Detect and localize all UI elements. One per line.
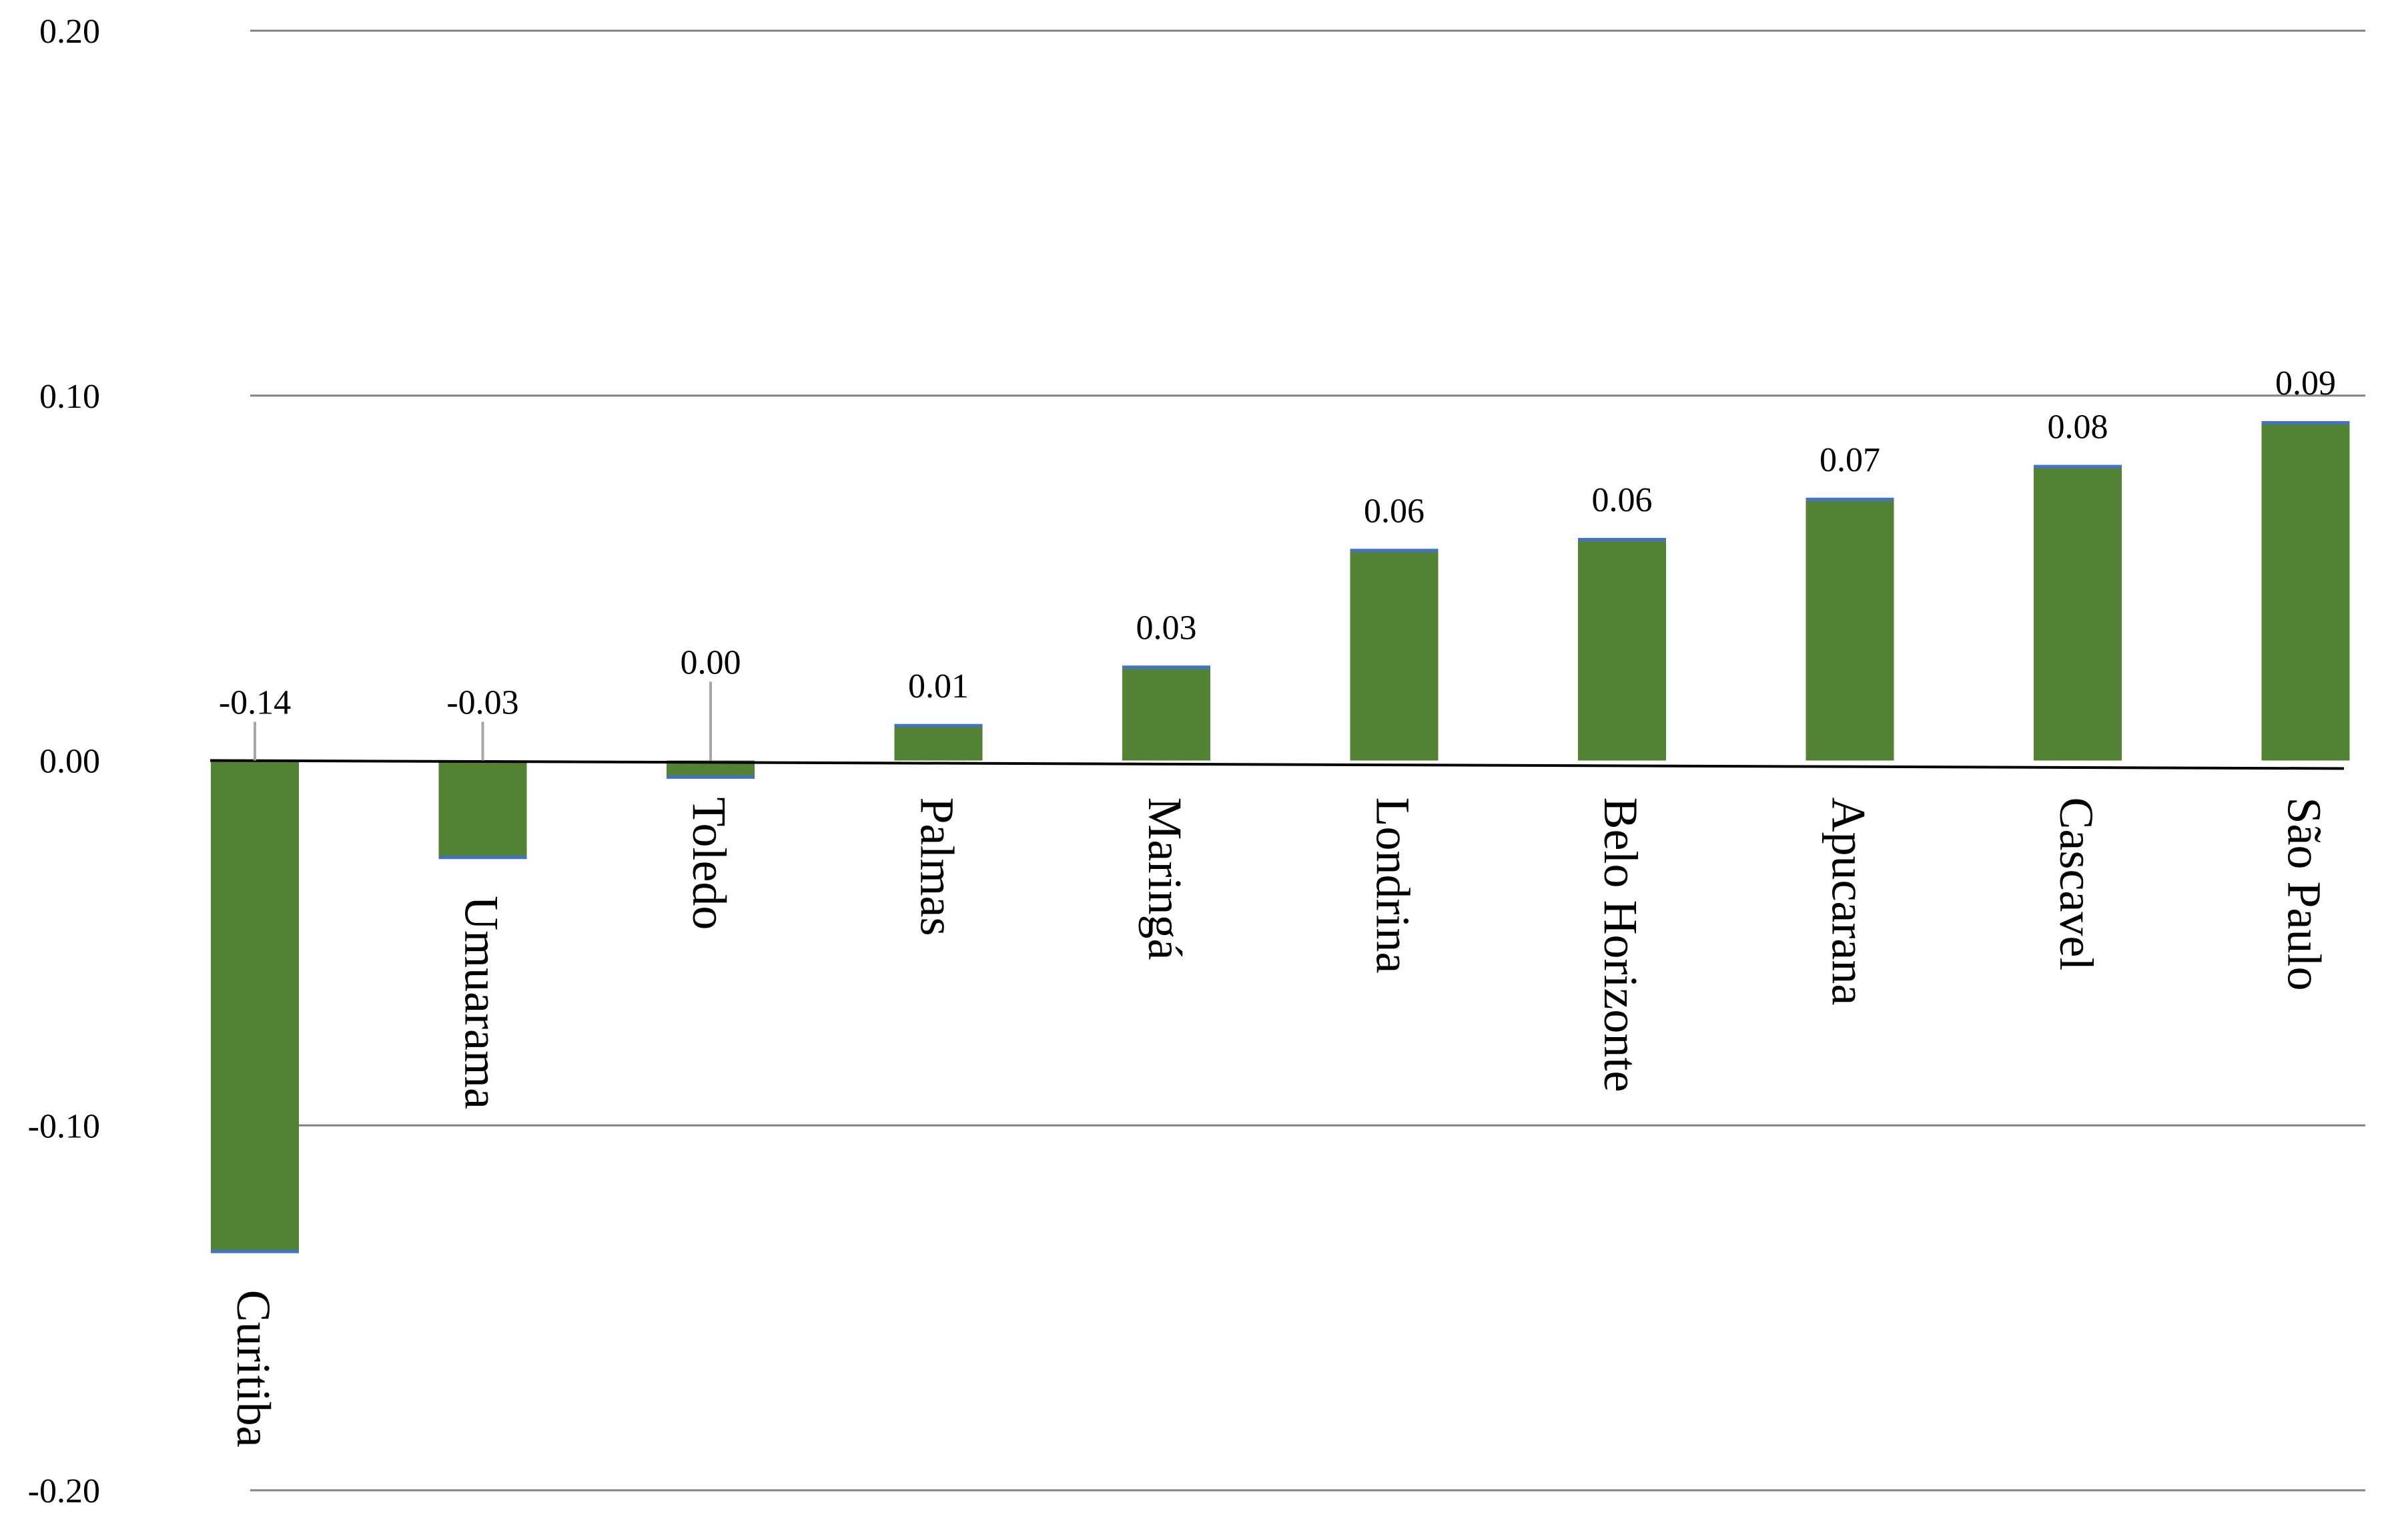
category-label: Palmas	[911, 798, 964, 936]
category-label: Cascavel	[2050, 798, 2103, 971]
bar-edge	[2261, 421, 2350, 425]
data-labels: -0.14 -0.03 0.00 0.01 0.03 0.06 0.06 0.07 0.08 0.…	[219, 364, 2336, 721]
bar-edge	[1578, 537, 1666, 541]
bar	[438, 760, 527, 860]
bar	[1350, 549, 1439, 761]
category-label: Maringá	[1138, 798, 1192, 960]
category-label: Belo Horizonte	[1594, 798, 1647, 1093]
bar	[2261, 421, 2350, 761]
data-label: 0.08	[2048, 408, 2108, 446]
zero-axis	[210, 759, 2345, 770]
data-label: -0.14	[219, 684, 291, 722]
bar	[894, 723, 983, 761]
x-axis-line	[210, 759, 2345, 770]
data-label: 0.06	[1364, 492, 1425, 530]
category-label: Curitiba	[227, 1290, 280, 1448]
data-label: 0.07	[1820, 441, 1880, 479]
bar	[1805, 497, 1894, 761]
bar-edge	[1350, 549, 1439, 553]
data-label: -0.03	[446, 684, 518, 722]
bar-edge	[1805, 497, 1894, 501]
y-tick-label: -0.20	[28, 1472, 100, 1510]
y-tick-label: 0.00	[39, 743, 100, 781]
data-label: 0.00	[681, 644, 741, 682]
data-label: 0.09	[2275, 364, 2336, 402]
bar	[1578, 537, 1666, 761]
y-tick-label: 0.10	[39, 378, 100, 416]
bar	[1122, 665, 1210, 761]
bar-edge	[2034, 465, 2122, 469]
category-label: Umuarama	[455, 896, 508, 1109]
bar	[2034, 465, 2122, 761]
y-axis-tick-labels: 0.20 0.10 0.00 -0.10 -0.20	[28, 13, 100, 1510]
gridlines	[250, 29, 2365, 1492]
bar-edge	[438, 856, 527, 860]
category-label: São Paulo	[2278, 798, 2331, 991]
y-tick-label: -0.10	[28, 1107, 100, 1145]
bar	[211, 760, 299, 1253]
label-leader-lines	[254, 681, 712, 761]
bar-edge	[211, 1249, 299, 1253]
y-tick-label: 0.20	[39, 13, 100, 51]
data-label: 0.03	[1136, 609, 1197, 647]
category-label: Toledo	[683, 798, 736, 930]
data-label: 0.01	[908, 667, 969, 705]
bars	[211, 421, 2350, 1253]
category-label: Apucarana	[1822, 798, 1876, 1006]
data-label: 0.06	[1592, 481, 1653, 519]
category-labels: Curitiba Umuarama Toledo Palmas Maringá Londr…	[227, 798, 2331, 1448]
bar-edge	[1122, 665, 1210, 669]
category-label: Londrina	[1366, 798, 1420, 974]
bar-edge	[667, 775, 755, 779]
bar-edge	[894, 723, 983, 727]
